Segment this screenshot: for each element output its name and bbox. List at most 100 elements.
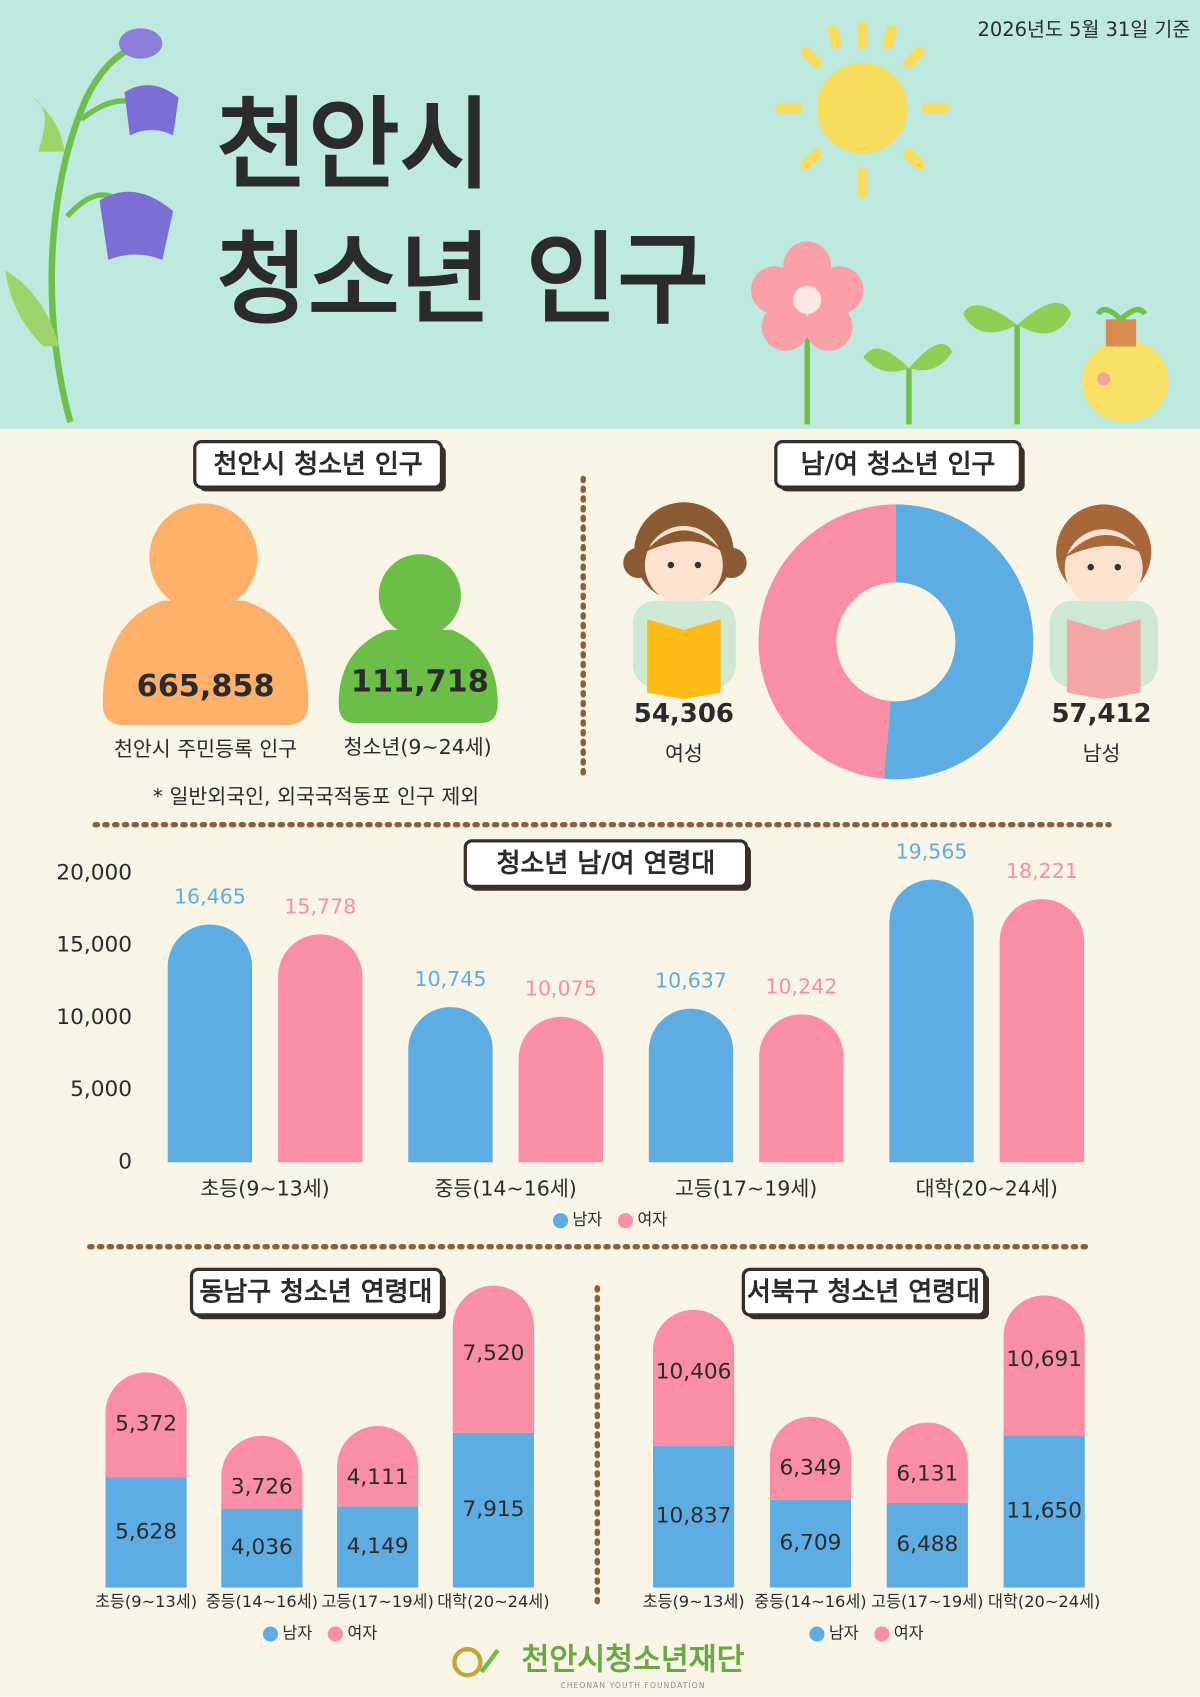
segment-value-label: 4,111 [347,1465,409,1490]
pictogram-value: 665,858 [137,669,275,704]
bar-value-label: 10,745 [415,967,487,991]
stacked-bar-segment [105,1372,187,1478]
stacked-bar-segment [1003,1295,1085,1436]
section-title: 천안시 청소년 인구 [193,440,446,492]
stacked-bar-segment [221,1435,303,1509]
x-tick-label: 초등(9~13세) [95,1592,197,1611]
bar-value-label: 10,637 [655,969,727,993]
footer-logo-text: 천안시청소년재단 [522,1643,745,1678]
bar [518,1016,604,1163]
bar-value-label: 16,465 [174,884,246,908]
segment-value-label: 6,349 [779,1456,841,1481]
donut-segment [758,504,896,779]
header-background [0,0,1200,429]
legend-label: 여자 [894,1624,924,1643]
x-tick-label: 중등(14~16세) [435,1176,577,1200]
segment-value-label: 5,628 [115,1520,177,1545]
date-note: 2026년도 5월 31일 기준 [978,18,1191,41]
section-title-text: 남/여 청소년 인구 [801,450,996,480]
y-tick-label: 0 [118,1149,132,1174]
boy-illustration [1049,504,1158,700]
bar [408,1007,493,1163]
section-title-text: 청소년 남/여 연령대 [497,849,716,879]
pictogram-label: 천안시 주민등록 인구 [114,737,297,761]
segment-value-label: 7,915 [462,1497,524,1522]
legend-marker [809,1626,825,1642]
segment-value-label: 10,406 [656,1359,732,1384]
section-title-text: 서북구 청소년 연령대 [747,1278,980,1308]
girl-illustration [623,502,747,700]
bar [889,879,974,1163]
bar-value-label: 19,565 [896,840,968,864]
legend-label: 남자 [282,1624,312,1643]
x-tick-label: 고등(17~19세) [321,1592,433,1611]
stacked-bar-segment [221,1508,303,1588]
bar-value-label: 18,221 [1006,859,1078,883]
legend-label: 여자 [347,1624,377,1643]
legend-label: 남자 [829,1624,859,1643]
pictogram-label: 청소년(9~24세) [344,735,492,759]
y-tick-label: 15,000 [56,933,132,958]
segment-value-label: 6,709 [779,1531,841,1556]
segment-value-label: 6,131 [896,1461,958,1486]
pictogram-value: 111,718 [351,664,489,699]
bar [759,1014,844,1163]
stacked-bar-segment [653,1309,735,1446]
stacked-bar-segment [769,1499,852,1588]
stacked-bar-segment [452,1285,534,1433]
bar [167,924,253,1163]
y-tick-label: 10,000 [56,1005,132,1030]
x-tick-label: 대학(20~24세) [916,1176,1058,1200]
segment-value-label: 6,488 [896,1532,958,1557]
y-tick-label: 5,000 [70,1077,132,1102]
stacked-bar-segment [886,1422,968,1503]
stacked-bar-segment [452,1432,534,1588]
legend-marker [874,1626,890,1642]
legend-label: 남자 [572,1210,602,1229]
legend-marker [552,1213,569,1229]
x-tick-label: 대학(20~24세) [988,1592,1100,1611]
segment-value-label: 3,726 [231,1475,293,1500]
footnote: * 일반외국인, 외국국적동포 인구 제외 [153,785,479,809]
x-tick-label: 대학(20~24세) [437,1592,549,1611]
decoration [5,21,1169,425]
x-tick-label: 중등(14~16세) [206,1592,318,1611]
donut-chart [758,504,1034,780]
donut-segment [883,504,1034,780]
bar-value-label: 10,075 [525,977,597,1001]
segment-value-label: 11,650 [1006,1498,1082,1523]
main-title: 청소년 인구 [216,223,708,338]
y-tick-label: 20,000 [56,860,132,885]
stacked-bar-segment [1003,1435,1085,1588]
section-title: 서북구 청소년 연령대 [741,1267,989,1320]
x-tick-label: 초등(9~13세) [643,1592,745,1611]
stacked-bar-segment [886,1502,968,1588]
donut-value-label: 54,306 [634,699,734,729]
x-tick-label: 고등(17~19세) [675,1176,817,1200]
x-tick-label: 중등(14~16세) [754,1592,866,1611]
legend-marker [617,1213,634,1229]
stacked-bar-segment [653,1445,735,1588]
stacked-bar-segment [337,1425,419,1507]
segment-value-label: 10,691 [1006,1347,1082,1372]
section-title-text: 동남구 청소년 연령대 [199,1278,432,1308]
main-title: 천안시 [216,88,491,203]
stacked-bar-segment [105,1477,187,1588]
x-tick-label: 초등(9~13세) [201,1176,330,1200]
pictogram [102,503,498,726]
section-title: 동남구 청소년 연령대 [189,1267,446,1320]
bar [278,934,363,1163]
bar [999,899,1085,1163]
section-title-text: 천안시 청소년 인구 [214,450,423,480]
donut-category: 여성 [665,741,703,765]
segment-value-label: 4,149 [347,1534,409,1559]
bar-value-label: 10,242 [765,974,837,998]
segment-value-label: 4,036 [231,1535,293,1560]
stacked-bar-segment [337,1506,419,1588]
legend-marker [262,1626,279,1642]
x-tick-label: 고등(17~19세) [871,1592,983,1611]
legend-marker [327,1626,344,1642]
legend-label: 여자 [637,1210,667,1229]
bar-value-label: 15,778 [284,894,356,918]
